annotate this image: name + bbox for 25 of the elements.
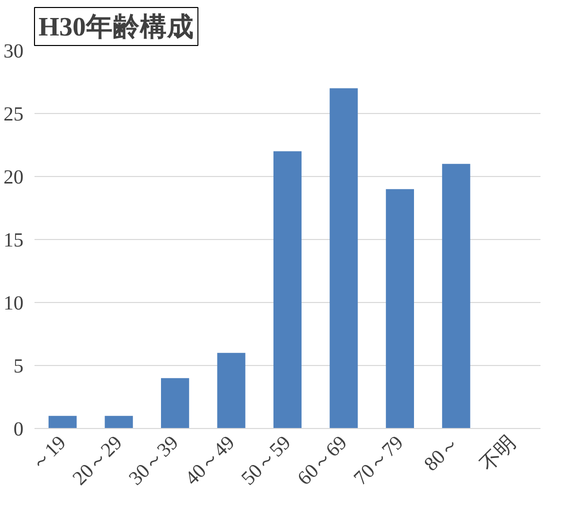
bar bbox=[104, 416, 133, 428]
x-tick-label: ～19 bbox=[26, 432, 70, 476]
x-tick-label: 80～ bbox=[420, 432, 464, 476]
y-tick-label: 20 bbox=[4, 166, 24, 188]
bar bbox=[442, 164, 470, 428]
y-tick-label: 0 bbox=[14, 418, 24, 440]
x-tick-label: 50～59 bbox=[237, 432, 296, 490]
bar bbox=[330, 88, 358, 428]
x-tick-label: 20～29 bbox=[68, 432, 127, 490]
x-tick-label: 40～49 bbox=[181, 432, 240, 490]
x-tick-label: 30～39 bbox=[124, 432, 183, 490]
y-tick-label: 15 bbox=[4, 230, 24, 252]
x-tick-label: 不明 bbox=[476, 432, 520, 476]
chart-title: H30年齢構成 bbox=[38, 12, 194, 42]
bar bbox=[273, 151, 302, 428]
y-tick-label: 10 bbox=[4, 292, 24, 314]
bar bbox=[386, 189, 414, 428]
bar bbox=[48, 416, 77, 428]
y-tick-label: 30 bbox=[4, 40, 24, 62]
y-tick-label: 25 bbox=[4, 104, 24, 126]
bar bbox=[161, 378, 190, 428]
x-tick-label: 60～69 bbox=[294, 432, 352, 490]
bar bbox=[217, 352, 246, 428]
y-tick-label: 5 bbox=[14, 356, 24, 378]
x-tick-label: 70～79 bbox=[350, 432, 408, 490]
